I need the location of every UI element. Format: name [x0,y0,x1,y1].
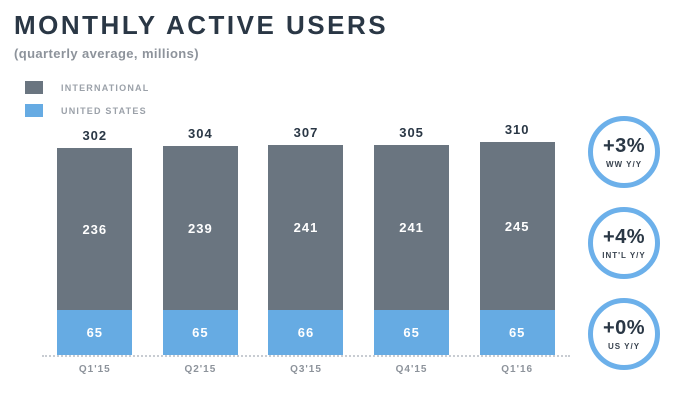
x-axis-tick-label: Q4'15 [395,364,428,375]
bar-segment-value: 241 [399,220,424,235]
badge-label: WW Y/Y [605,160,643,169]
bar-segment-united-states: 66 [268,310,344,355]
bar-total-label: 304 [188,126,213,141]
plot-area: 302 236 65 304 239 65 307 [42,122,570,357]
bar-segment-value: 241 [293,220,319,235]
bar-total-label: 302 [82,128,108,143]
stacked-bar: 241 66 [268,145,344,355]
bar-segment-international: 241 [374,145,450,310]
bar-segment-value: 65 [192,325,209,340]
bar-segment-value: 65 [86,325,104,340]
bar-total-label: 310 [504,122,530,137]
badge-value: +0% [602,317,646,339]
bar-segment-value: 65 [403,325,420,340]
bar-segment-international: 239 [162,146,238,310]
bar-segment-value: 239 [188,220,213,236]
stacked-bar: 241 65 [374,145,450,355]
bar-group: 310 245 65 [464,122,570,355]
stacked-bar-chart: 302 236 65 304 239 65 307 [42,122,570,375]
x-axis-tick-label: Q3'15 [290,364,322,375]
growth-badges: +3% WW Y/Y +4% INT'L Y/Y +0% US Y/Y [588,116,660,370]
legend-swatch-international [25,81,43,94]
legend-item-international: INTERNATIONAL [25,81,149,94]
bar-segment-united-states: 65 [162,310,238,355]
bar-segment-value: 65 [508,325,526,340]
bar-total-label: 305 [399,125,424,140]
page-subtitle: (quarterly average, millions) [14,46,199,61]
stacked-bar: 236 65 [57,148,133,355]
bar-segment-united-states: 65 [57,310,133,355]
legend-swatch-united-states [25,104,43,117]
x-axis-tick-label: Q1'15 [78,364,111,375]
bar-group: 302 236 65 [42,128,148,355]
bar-segment-international: 241 [268,145,344,310]
bar-segment-value: 245 [504,218,530,234]
chart-header: MONTHLY ACTIVE USERS (quarterly average,… [14,10,388,61]
legend-label: UNITED STATES [61,105,147,116]
badge-label: INT'L Y/Y [602,251,646,260]
bar-group: 307 241 66 [253,125,359,355]
bar-group: 304 239 65 [148,126,254,355]
bar-segment-value: 66 [297,325,315,340]
bar-segment-international: 245 [479,142,555,310]
badge-label: US Y/Y [607,342,641,351]
bar-segment-international: 236 [57,148,133,310]
bar-group: 305 241 65 [359,125,465,355]
legend-label: INTERNATIONAL [61,82,150,93]
stacked-bar: 239 65 [162,146,238,355]
x-axis-tick-label: Q1'16 [501,364,534,375]
legend-item-united-states: UNITED STATES [25,104,149,117]
badge-us-growth: +0% US Y/Y [588,298,660,370]
bar-segment-united-states: 65 [479,310,555,355]
bar-segment-united-states: 65 [374,310,450,355]
stacked-bar: 245 65 [479,142,555,355]
bar-segment-value: 236 [82,221,108,237]
badge-value: +3% [602,135,646,157]
x-axis-labels: Q1'15 Q2'15 Q3'15 Q4'15 Q1'16 [42,364,570,375]
legend: INTERNATIONAL UNITED STATES [25,81,149,127]
bar-total-label: 307 [293,125,319,140]
badge-value: +4% [602,226,646,248]
badge-ww-growth: +3% WW Y/Y [588,116,660,188]
page-title: MONTHLY ACTIVE USERS [14,10,389,40]
x-axis-tick-label: Q2'15 [184,364,217,375]
badge-intl-growth: +4% INT'L Y/Y [588,207,660,279]
